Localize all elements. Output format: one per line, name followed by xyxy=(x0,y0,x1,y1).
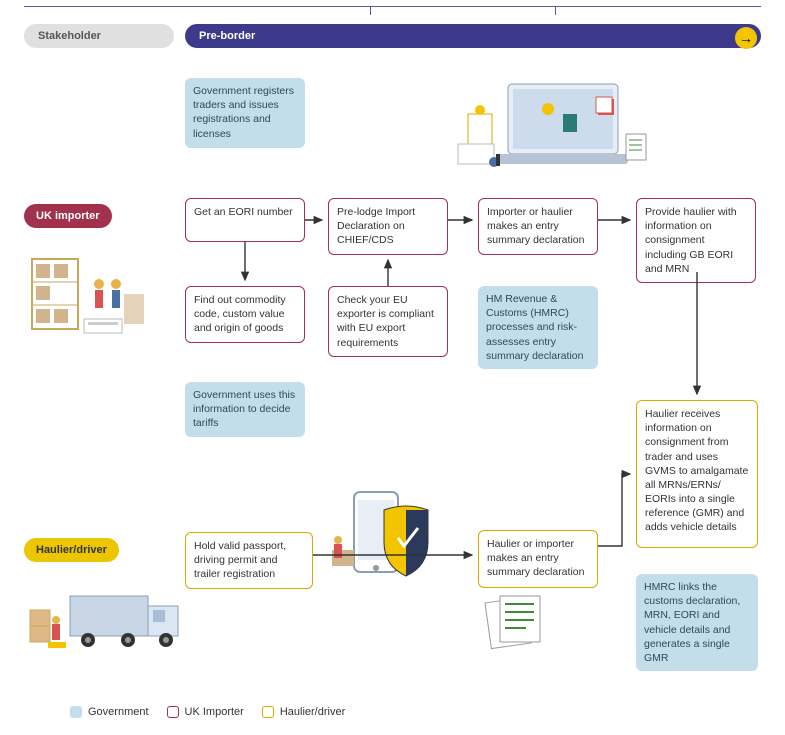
legend-gov-text: Government xyxy=(88,706,149,718)
box-provide-haulier: Provide haulier with information on cons… xyxy=(636,198,756,283)
warehouse-illustration xyxy=(24,244,174,354)
stakeholder-text: Stakeholder xyxy=(38,30,101,42)
box-check-exporter: Check your EU exporter is compliant with… xyxy=(328,286,448,357)
haulier-lane-text: Haulier/driver xyxy=(36,544,107,556)
truck-illustration xyxy=(20,568,200,678)
tick-2 xyxy=(555,7,556,15)
shield-phone-illustration xyxy=(324,480,464,600)
box-get-eori: Get an EORI number xyxy=(185,198,305,242)
tick-1 xyxy=(370,7,371,15)
box-gov-tariffs: Government uses this information to deci… xyxy=(185,382,305,437)
checklist-illustration xyxy=(470,592,560,652)
importer-lane-label: UK importer xyxy=(24,204,112,228)
swatch-gov xyxy=(70,706,82,718)
legend-haul: Haulier/driver xyxy=(262,706,345,718)
box-gov-registers: Government registers traders and issues … xyxy=(185,78,305,148)
box-hold-passport: Hold valid passport, driving permit and … xyxy=(185,532,313,589)
next-arrow-icon[interactable]: → xyxy=(735,27,757,49)
phase-text: Pre-border xyxy=(199,30,255,42)
swatch-haul xyxy=(262,706,274,718)
box-find-commodity: Find out commodity code, custom value an… xyxy=(185,286,305,343)
box-hmrc-processes: HM Revenue & Customs (HMRC) processes an… xyxy=(478,286,598,369)
importer-lane-text: UK importer xyxy=(36,210,100,222)
stakeholder-header: Stakeholder xyxy=(24,24,174,48)
box-haulier-makes: Haulier or importer makes an entry summa… xyxy=(478,530,598,588)
arrow-6 xyxy=(598,474,630,546)
legend-haul-text: Haulier/driver xyxy=(280,706,345,718)
box-importer-makes: Importer or haulier makes an entry summa… xyxy=(478,198,598,255)
legend-gov: Government xyxy=(70,706,149,718)
laptop-illustration xyxy=(448,74,648,194)
box-hmrc-links: HMRC links the customs declaration, MRN,… xyxy=(636,574,758,671)
phase-header: Pre-border xyxy=(185,24,761,48)
haulier-lane-label: Haulier/driver xyxy=(24,538,119,562)
legend-imp-text: UK Importer xyxy=(185,706,244,718)
legend: Government UK Importer Haulier/driver xyxy=(70,706,345,718)
box-prelodge: Pre-lodge Import Declaration on CHIEF/CD… xyxy=(328,198,448,255)
legend-imp: UK Importer xyxy=(167,706,244,718)
box-haulier-receives: Haulier receives information on consignm… xyxy=(636,400,758,548)
swatch-imp xyxy=(167,706,179,718)
top-rule xyxy=(24,6,761,7)
